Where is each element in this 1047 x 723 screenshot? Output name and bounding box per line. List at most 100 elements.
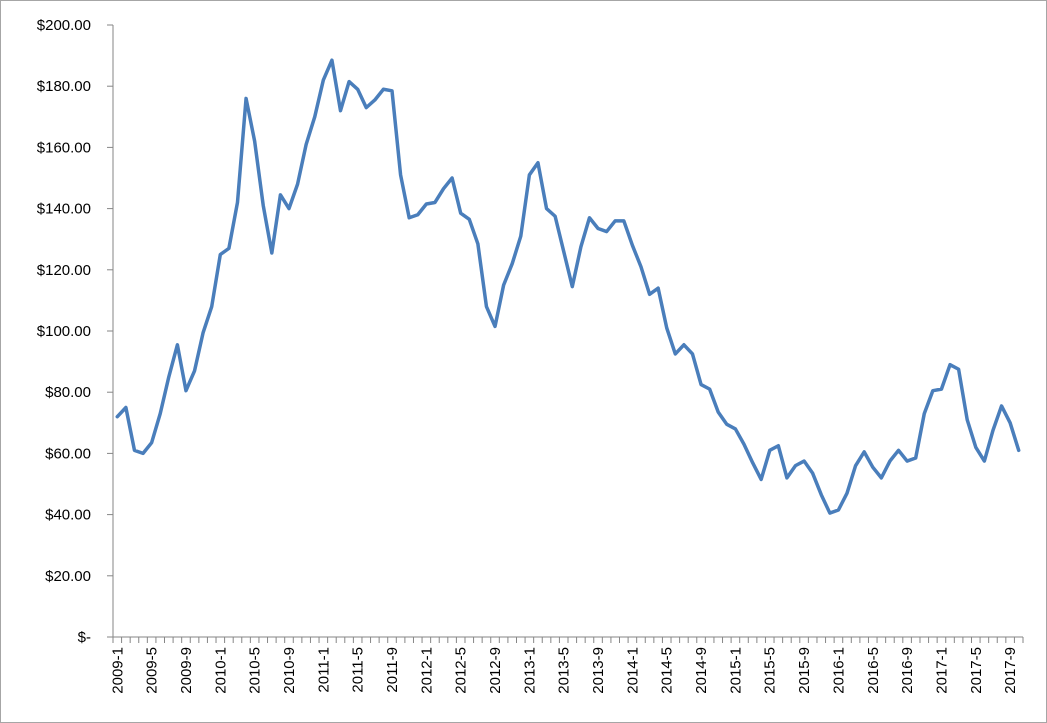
data-point — [733, 427, 737, 431]
data-point — [553, 214, 557, 218]
data-point — [854, 464, 858, 468]
data-point — [493, 324, 497, 328]
data-point — [862, 450, 866, 454]
data-point — [845, 491, 849, 495]
data-point — [708, 387, 712, 391]
x-tick-label: 2017-1 — [933, 647, 950, 694]
data-point — [158, 412, 162, 416]
x-tick-label: 2015-1 — [727, 647, 744, 694]
data-point — [502, 283, 506, 287]
data-point — [424, 202, 428, 206]
data-point — [253, 139, 257, 143]
data-point — [381, 87, 385, 91]
data-point — [948, 363, 952, 367]
data-point — [467, 217, 471, 221]
data-point — [141, 451, 145, 455]
data-point — [1000, 404, 1004, 408]
x-tick-label: 2013-9 — [590, 647, 607, 694]
x-tick-label: 2012-9 — [487, 647, 504, 694]
x-tick-label: 2017-9 — [1002, 647, 1019, 694]
data-point — [682, 343, 686, 347]
data-point — [407, 216, 411, 220]
data-point — [304, 142, 308, 146]
data-point — [759, 477, 763, 481]
x-tick-label: 2011-9 — [384, 647, 401, 693]
data-point — [167, 375, 171, 379]
data-point — [356, 87, 360, 91]
x-tick-label: 2014-5 — [659, 647, 676, 694]
data-point — [871, 465, 875, 469]
x-tick-label: 2010-1 — [212, 647, 229, 694]
y-tick-label: $20.00 — [45, 568, 91, 585]
y-tick-label: $80.00 — [45, 384, 91, 401]
data-point — [751, 461, 755, 465]
data-point — [330, 58, 334, 62]
data-point — [124, 406, 128, 410]
data-point — [905, 459, 909, 463]
data-point — [399, 173, 403, 177]
data-point — [261, 204, 265, 208]
x-tick-label: 2013-5 — [556, 647, 573, 694]
data-point — [450, 176, 454, 180]
data-point — [484, 305, 488, 309]
data-point — [442, 187, 446, 191]
x-tick-label: 2009-1 — [109, 647, 126, 694]
data-point — [613, 219, 617, 223]
data-point — [939, 387, 943, 391]
data-point — [270, 251, 274, 255]
x-tick-label: 2010-5 — [247, 647, 264, 694]
data-point — [579, 245, 583, 249]
data-point — [836, 508, 840, 512]
data-point — [536, 161, 540, 165]
data-point — [193, 369, 197, 373]
data-point — [596, 226, 600, 230]
data-point — [991, 428, 995, 432]
x-tick-label: 2011-1 — [315, 647, 332, 693]
data-point — [519, 234, 523, 238]
y-tick-label: $160.00 — [37, 139, 91, 156]
data-point — [819, 493, 823, 497]
x-tick-label: 2012-5 — [453, 647, 470, 694]
data-point — [879, 476, 883, 480]
x-tick-label: 2016-9 — [899, 647, 916, 694]
data-point — [339, 109, 343, 113]
data-point — [811, 471, 815, 475]
data-point — [716, 410, 720, 414]
data-point — [725, 422, 729, 426]
data-point — [227, 246, 231, 250]
y-tick-label: $- — [78, 629, 91, 646]
data-point — [673, 352, 677, 356]
y-axis: $- $20.00 $40.00 $60.00 $80.00 $100.00 $120.00… — [37, 17, 114, 646]
data-point — [828, 511, 832, 515]
data-point — [527, 173, 531, 177]
series-line — [115, 58, 1021, 515]
data-point — [656, 286, 660, 290]
data-point — [244, 96, 248, 100]
data-point — [570, 285, 574, 289]
data-point — [235, 200, 239, 204]
data-point — [545, 207, 549, 211]
y-tick-label: $60.00 — [45, 445, 91, 462]
x-tick-label: 2016-5 — [865, 647, 882, 694]
data-point — [982, 459, 986, 463]
data-point — [785, 476, 789, 480]
x-axis: 2009-1 2009-5 2009-9 2010-1 2010-5 2010-9 2011… — [109, 636, 1024, 694]
x-tick-label: 2014-9 — [693, 647, 710, 694]
data-point — [210, 305, 214, 309]
y-tick-label: $200.00 — [37, 17, 91, 34]
data-point — [931, 389, 935, 393]
y-tick-label: $100.00 — [37, 323, 91, 340]
data-point — [699, 383, 703, 387]
x-tick-label: 2017-5 — [968, 647, 985, 694]
data-point — [296, 182, 300, 186]
x-tick-label: 2014-1 — [624, 647, 641, 694]
y-tick-label: $40.00 — [45, 507, 91, 524]
data-point — [630, 243, 634, 247]
data-point — [150, 441, 154, 445]
data-point — [802, 459, 806, 463]
data-point — [957, 367, 961, 371]
x-tick-label: 2015-9 — [796, 647, 813, 694]
data-point — [364, 106, 368, 110]
